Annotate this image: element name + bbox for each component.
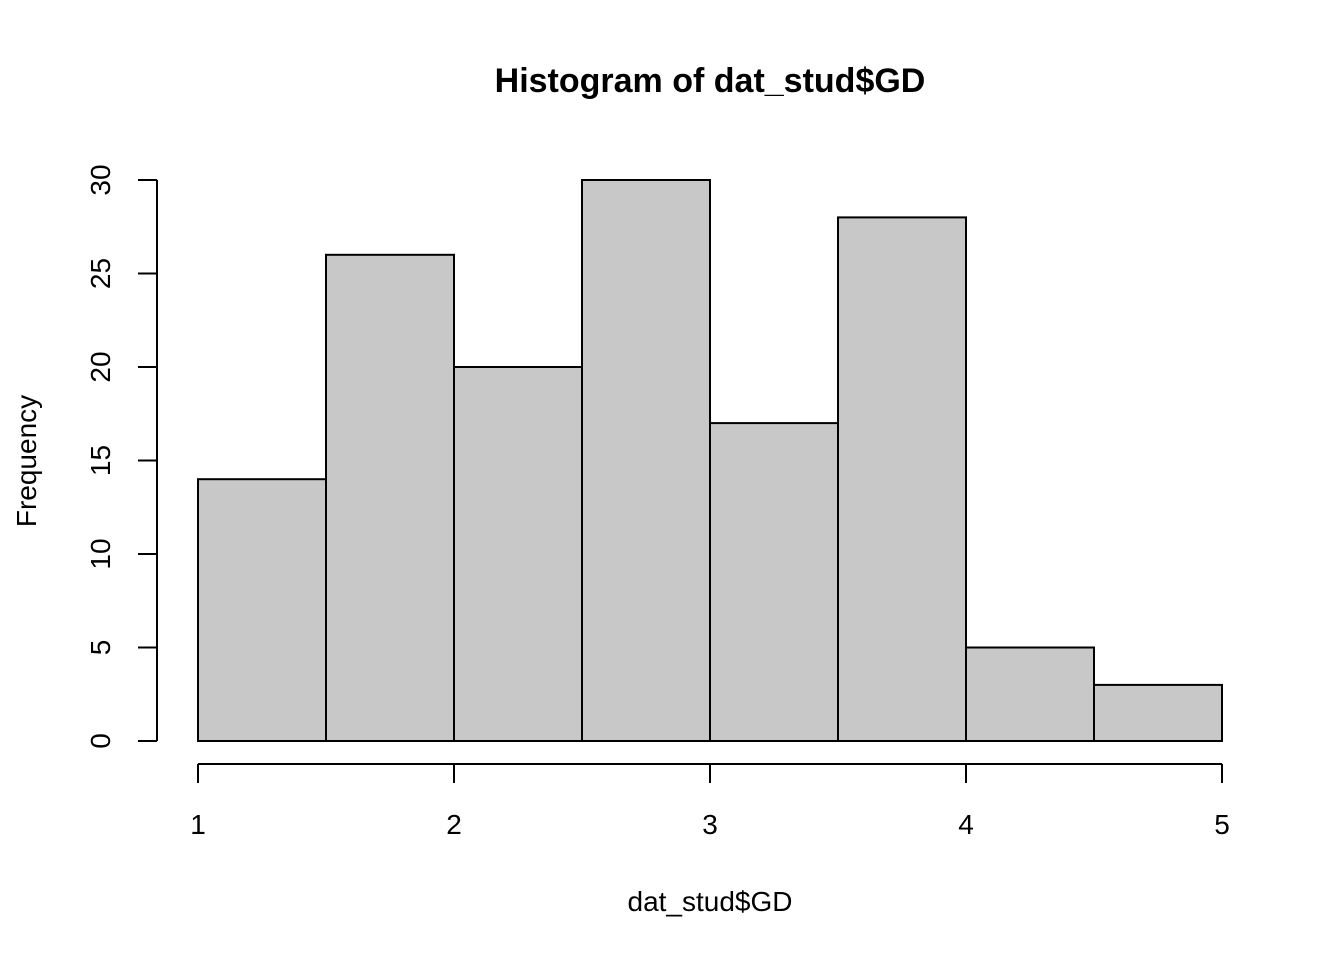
histogram-bar — [965, 646, 1095, 742]
y-axis: 0 5 10 15 20 25 30 — [85, 164, 158, 749]
y-tick-label: 20 — [85, 351, 116, 382]
x-tick-label: 2 — [446, 809, 462, 840]
x-tick-label: 3 — [702, 809, 718, 840]
x-axis: 1 2 3 4 5 — [190, 763, 1230, 840]
histogram-bar — [325, 253, 455, 743]
y-tick-label: 5 — [85, 640, 116, 656]
x-axis-label: dat_stud$GD — [628, 886, 793, 917]
chart-title: Histogram of dat_stud$GD — [495, 62, 926, 100]
histogram-bar — [197, 478, 327, 742]
histogram-bar — [837, 216, 967, 742]
histogram-bar — [709, 422, 839, 742]
y-tick-label: 0 — [85, 733, 116, 749]
x-tick-label: 1 — [190, 809, 206, 840]
x-tick-label: 4 — [958, 809, 974, 840]
x-tick-label: 5 — [1214, 809, 1230, 840]
bars-group — [197, 179, 1223, 743]
histogram-bar — [1093, 683, 1223, 743]
histogram-bar — [581, 179, 711, 742]
y-axis-label: Frequency — [11, 395, 42, 527]
y-tick-label: 25 — [85, 258, 116, 289]
y-tick-label: 15 — [85, 445, 116, 476]
y-tick-label: 30 — [85, 164, 116, 195]
histogram-bar — [453, 366, 583, 742]
y-tick-label: 10 — [85, 538, 116, 569]
